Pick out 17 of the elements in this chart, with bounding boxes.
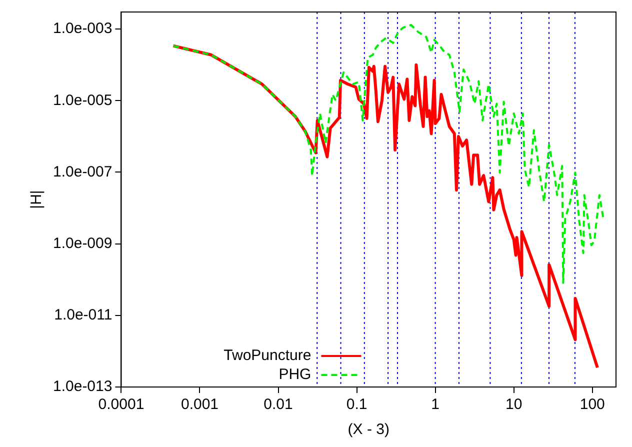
x-axis-title: (X - 3) — [348, 421, 390, 438]
legend-label: TwoPuncture — [224, 347, 312, 364]
x-tick-label: 100 — [580, 396, 605, 414]
x-tick-label: 0.0001 — [98, 396, 144, 414]
legend-label: PHG — [278, 366, 312, 384]
x-tick-label: 0.01 — [264, 396, 293, 414]
x-tick-label: 10 — [505, 396, 522, 414]
x-tick-label: 0.001 — [180, 396, 219, 414]
y-tick-label: 1.0e-013 — [53, 378, 112, 396]
y-tick-label: 1.0e-005 — [53, 92, 112, 109]
y-tick-label: 1.0e-009 — [53, 234, 112, 252]
y-tick-label: 1.0e-003 — [53, 20, 112, 38]
y-tick-label: 1.0e-011 — [54, 306, 112, 324]
x-tick-label: 0.1 — [346, 396, 368, 414]
y-axis-title: |H| — [28, 190, 46, 209]
x-tick-label: 1 — [431, 396, 440, 414]
y-tick-label: 1.0e-007 — [53, 163, 112, 180]
